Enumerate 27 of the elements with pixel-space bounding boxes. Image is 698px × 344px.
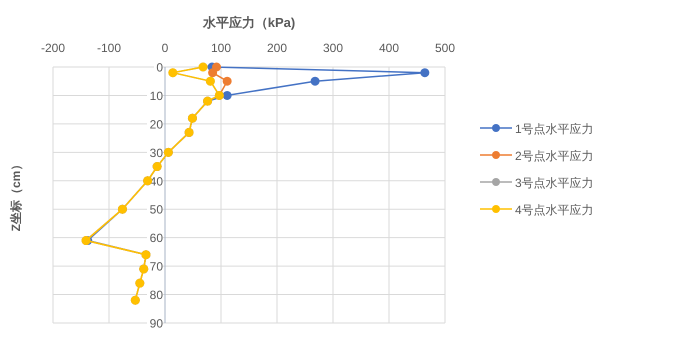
legend-label: 3号点水平应力 (515, 176, 594, 190)
y-tick-label: 10 (150, 88, 164, 103)
y-tick-label: 0 (156, 60, 164, 74)
legend-label: 2号点水平应力 (515, 149, 594, 163)
y-tick-label: 30 (150, 146, 164, 160)
point (222, 76, 232, 86)
x-tick-label: -200 (40, 41, 66, 55)
x-tick-label: 400 (378, 41, 400, 55)
y-tick-label: 70 (150, 260, 164, 274)
point (310, 76, 320, 86)
y-axis-title: Z坐标（cm） (9, 158, 23, 232)
y-tick-label: 90 (150, 316, 164, 330)
point (208, 68, 218, 78)
y-tick-label: 50 (150, 202, 164, 217)
x-tick-label: 500 (434, 41, 456, 55)
x-tick-label: -100 (96, 41, 122, 55)
y-tick-label: 80 (150, 288, 164, 302)
y-tick-label: 60 (150, 231, 164, 246)
y-tick-label: 20 (150, 117, 164, 132)
legend-label: 1号点水平应力 (515, 122, 594, 136)
legend-label: 4号点水平应力 (515, 203, 594, 217)
x-axis-title: 水平应力（kPa) (202, 15, 296, 30)
point (420, 68, 430, 78)
x-tick-label: 200 (266, 41, 288, 55)
point (222, 90, 232, 100)
x-tick-label: 100 (210, 41, 232, 55)
x-tick-label: 300 (322, 41, 344, 55)
